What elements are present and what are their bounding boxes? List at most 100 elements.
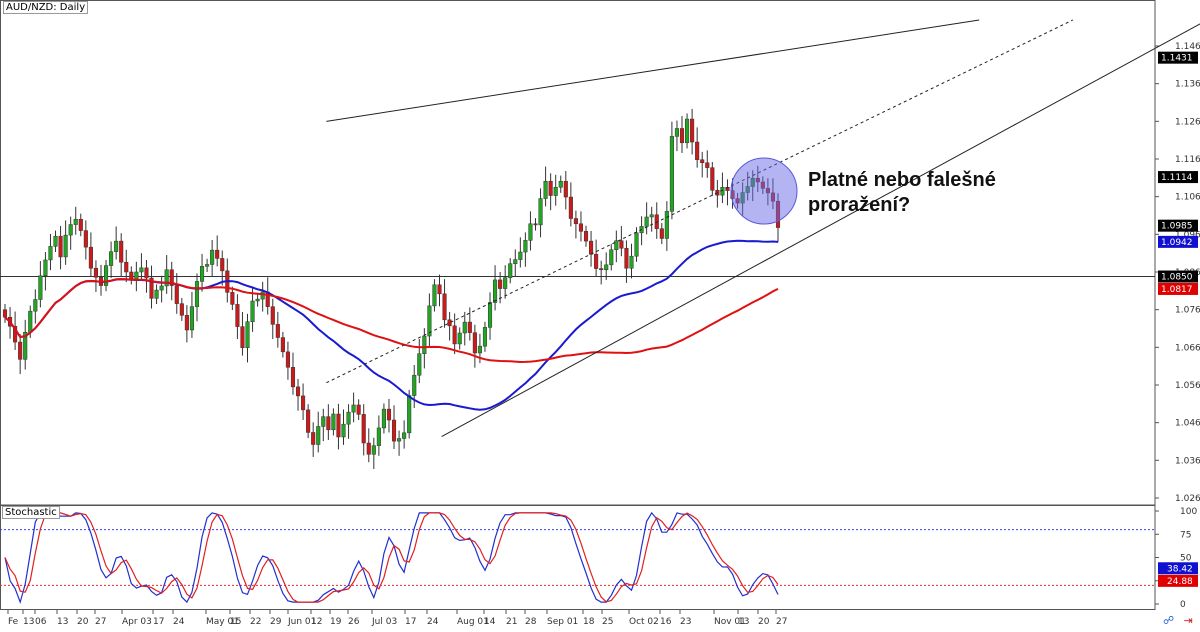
candle-body <box>447 319 452 327</box>
arrows-icon[interactable]: ⇥ <box>1183 614 1193 627</box>
candle-body <box>109 251 114 266</box>
candle-body <box>38 275 43 300</box>
candle-body <box>78 219 83 231</box>
price-label-text: 1.1431 <box>1161 54 1193 64</box>
candle-body <box>164 269 169 287</box>
y-tick-label: 1.0462 <box>1175 419 1200 429</box>
candle-body <box>422 335 427 354</box>
candle-body <box>381 408 386 429</box>
candle-body <box>68 224 73 236</box>
candle-body <box>482 327 488 347</box>
candle-body <box>376 427 381 446</box>
candle-body <box>43 259 48 277</box>
candle-body <box>503 277 508 289</box>
candle-body <box>346 411 351 425</box>
candle-body <box>23 332 28 360</box>
candle-body <box>13 325 18 343</box>
candle-body <box>316 426 321 445</box>
x-tick-label: 22 <box>250 617 261 627</box>
x-tick-label: 19 <box>330 617 342 627</box>
price-label-box <box>1158 282 1198 295</box>
annotation-text: Platné nebo falešné proražení? <box>808 168 996 218</box>
price-label-text: 1.0942 <box>1161 238 1193 248</box>
candle-body <box>139 267 144 273</box>
y-tick-label: 1.0762 <box>1175 306 1200 316</box>
candle-body <box>508 263 513 278</box>
candle-body <box>88 246 93 269</box>
candle-body <box>599 268 604 270</box>
candle-body <box>619 240 624 249</box>
x-tick-label: Nov 01 <box>714 617 746 627</box>
candle-body <box>306 409 311 433</box>
candle-body <box>659 228 664 239</box>
candle-body <box>679 128 685 144</box>
candle-body <box>134 271 139 280</box>
candle-body <box>437 284 442 295</box>
candle-body <box>83 230 88 248</box>
x-tick-label: Aug 01 <box>457 617 489 627</box>
candle-body <box>725 186 730 191</box>
y-tick-label: 1.0962 <box>1175 230 1200 240</box>
candle-body <box>523 240 528 253</box>
annotation-line-1: Platné nebo falešné <box>808 169 996 191</box>
candle-body <box>513 259 518 264</box>
x-tick-label: 18 <box>583 617 595 627</box>
price-label-text: 1.1114 <box>1161 173 1193 183</box>
candle-body <box>452 325 457 345</box>
price-label-text: 1.0850 <box>1161 273 1193 283</box>
candle-body <box>472 332 477 354</box>
candle-body <box>205 264 210 267</box>
x-tick-label: 21 <box>506 617 517 627</box>
y-tick-label: 1.1462 <box>1175 42 1200 52</box>
price-label-box <box>1158 270 1198 283</box>
candle-body <box>563 180 568 198</box>
stoch-d-line <box>4 512 779 603</box>
candle-body <box>119 240 124 263</box>
candle-body <box>402 432 407 439</box>
candle-body <box>477 345 482 354</box>
y-tick-label: 1.1062 <box>1175 193 1200 203</box>
candle-body <box>417 353 422 376</box>
y-tick-label: 1.0562 <box>1175 381 1200 391</box>
candle-body <box>690 118 695 143</box>
candle-body <box>664 211 669 239</box>
candle-body <box>220 258 225 272</box>
candle-body <box>270 306 275 325</box>
candle-body <box>412 374 417 396</box>
candle-body <box>301 395 306 411</box>
x-tick-label: 13 <box>738 617 749 627</box>
candle-body <box>397 438 402 442</box>
candle-body <box>103 265 109 286</box>
candle-body <box>48 246 53 261</box>
x-tick-label: Jul 03 <box>371 617 397 627</box>
x-tick-label: 29 <box>270 617 282 627</box>
candle-body <box>518 251 523 260</box>
annotation-line-2: proražení? <box>808 194 911 216</box>
candle-body <box>53 235 58 247</box>
candle-body <box>614 240 619 251</box>
candle-body <box>93 267 98 278</box>
x-tick-label: 14 <box>484 617 496 627</box>
candle-body <box>235 304 240 327</box>
channel-upper-line <box>326 19 980 122</box>
candle-body <box>144 267 149 279</box>
candle-body <box>629 255 634 269</box>
toolbar-icons[interactable]: ☍ ⇥ <box>1163 614 1199 627</box>
x-tick-label: 16 <box>660 617 672 627</box>
candle-body <box>114 240 119 252</box>
stoch-k-line <box>4 511 779 605</box>
link-icon[interactable]: ☍ <box>1163 614 1175 627</box>
price-label-text: 1.0817 <box>1161 285 1193 295</box>
candle-body <box>578 223 584 232</box>
x-tick-label: 15 <box>230 617 241 627</box>
price-label-box <box>1158 219 1198 232</box>
x-tick-label: 12 <box>311 617 322 627</box>
chart-title: AUD/NZD: Daily <box>3 1 89 14</box>
candle-body <box>245 321 250 348</box>
y-tick-label: 1.1362 <box>1175 80 1200 90</box>
candle-body <box>280 337 285 353</box>
x-tick-label: 20 <box>758 617 770 627</box>
x-tick-label: 27 <box>95 617 106 627</box>
candle-body <box>695 141 700 160</box>
